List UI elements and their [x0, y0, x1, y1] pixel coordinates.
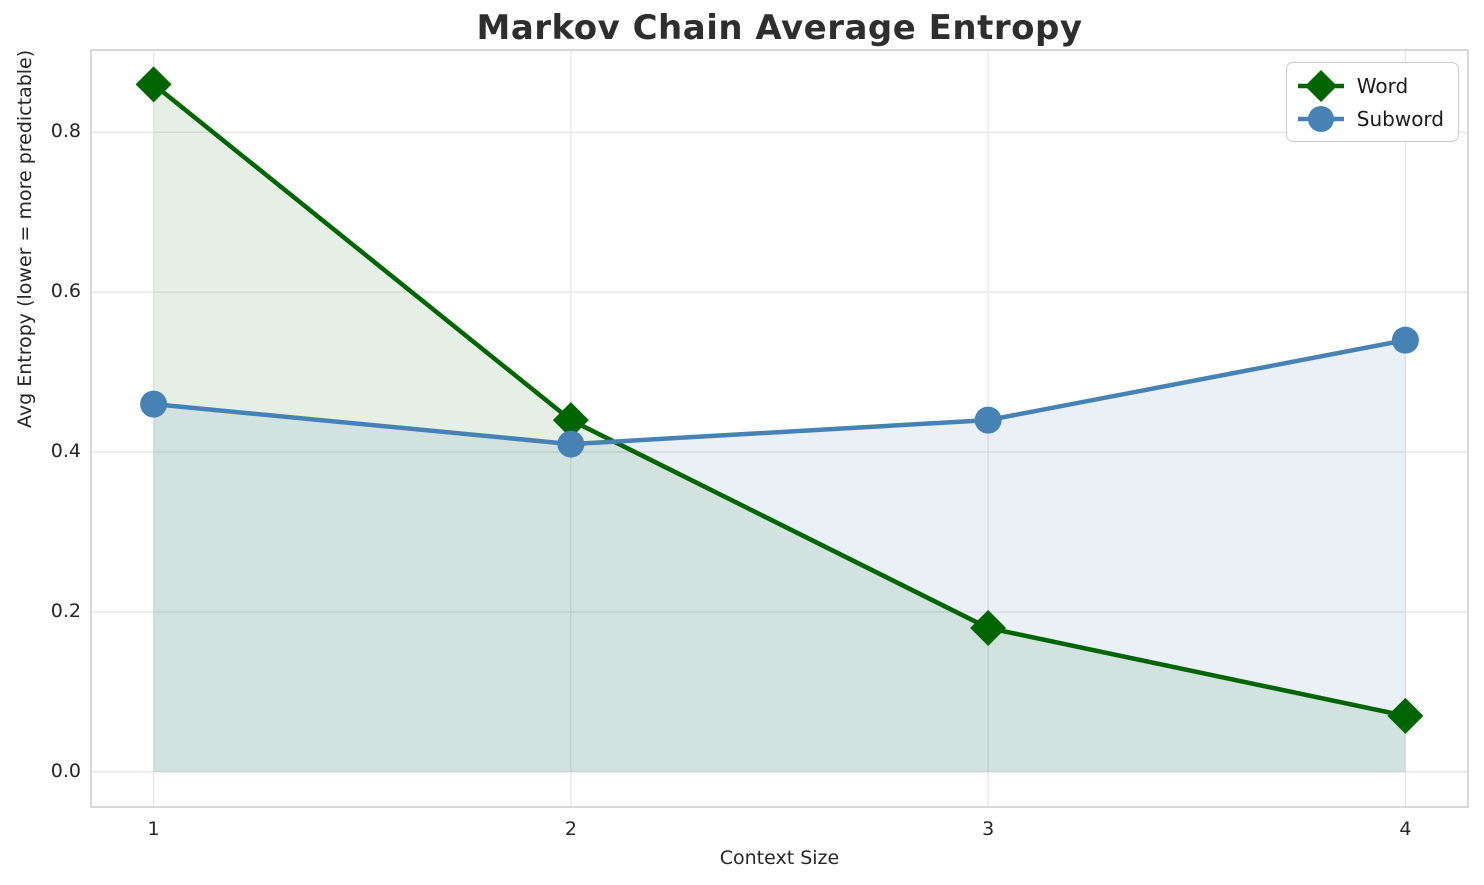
y-axis-label: Avg Entropy (lower = more predictable): [14, 49, 36, 428]
word-data-point: [552, 402, 589, 439]
legend-item-word: Word: [1296, 69, 1444, 102]
subword-circle-marker-icon: [1297, 105, 1344, 132]
word-data-point: [1387, 697, 1424, 734]
subword-data-point: [974, 406, 1002, 434]
word-line: [151, 82, 1408, 719]
y-tick-label: 0.8: [50, 120, 81, 143]
word-data-point: [970, 609, 1007, 646]
subword-data-point: [140, 390, 168, 418]
y-tick-label: 0.6: [50, 280, 81, 303]
legend-label-subword: Subword: [1356, 106, 1444, 131]
x-tick-label: 3: [982, 818, 995, 840]
word-data-point: [135, 66, 172, 103]
subword-fill-area: [153, 340, 1406, 772]
x-tick-label: 4: [1399, 818, 1412, 840]
subword-line: [151, 337, 1408, 447]
y-tick-label: 0.0: [50, 759, 81, 782]
word-diamond-marker-icon: [1297, 69, 1344, 102]
y-tick-label: 0.4: [50, 440, 81, 463]
x-tick-label: 2: [564, 818, 577, 840]
word-fill-area: [153, 84, 1406, 772]
y-tick-label: 0.2: [50, 599, 81, 622]
legend: Word Subword: [1285, 62, 1459, 142]
legend-item-subword: Subword: [1296, 103, 1444, 134]
x-tick-label: 1: [147, 818, 160, 840]
chart-title: Markov Chain Average Entropy: [476, 8, 1083, 48]
subword-data-point: [557, 430, 585, 458]
legend-label-word: Word: [1356, 73, 1409, 98]
plot-border: [90, 49, 1469, 808]
subword-data-point: [1391, 326, 1419, 354]
x-axis-label: Context Size: [719, 847, 840, 869]
